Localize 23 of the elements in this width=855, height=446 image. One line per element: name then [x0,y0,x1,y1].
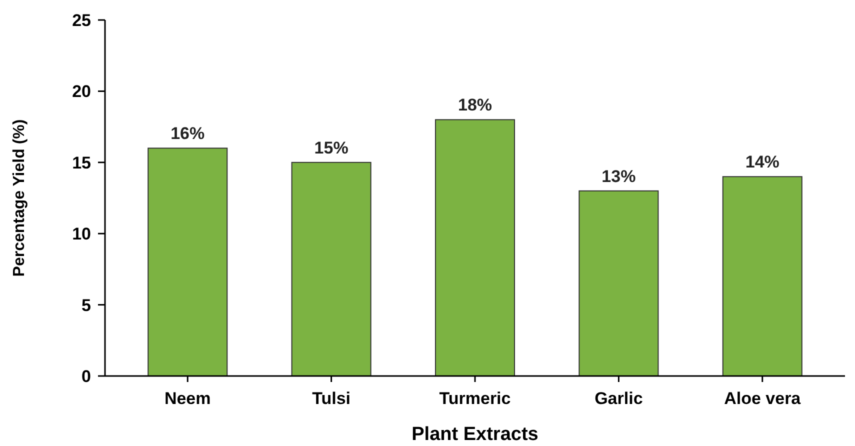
y-tick-label: 5 [82,296,91,315]
x-tick-label: Neem [164,389,211,408]
data-label: 16% [170,124,205,144]
bar [291,162,372,376]
y-tick-label: 0 [82,366,91,386]
y-tick-label: 25 [72,10,91,30]
y-axis-title: Percentage Yield (%) [11,119,28,277]
data-label: 14% [745,152,780,172]
bar [722,176,802,376]
data-label: 18% [458,96,492,115]
x-tick-label: Turmeric [439,389,511,408]
y-tick-label: 20 [72,82,91,102]
data-label: 13% [602,166,636,186]
x-tick-label: Aloe vera [724,389,802,408]
data-label: 15% [314,138,348,158]
x-axis-title: Plant Extracts [412,424,538,445]
bar [148,148,228,376]
bar [578,190,659,376]
bar [434,119,516,376]
x-tick-label: Tulsi [312,389,351,408]
y-tick-label: 15 [72,153,91,172]
x-tick-label: Garlic [594,389,643,408]
y-tick-label: 10 [72,224,91,244]
